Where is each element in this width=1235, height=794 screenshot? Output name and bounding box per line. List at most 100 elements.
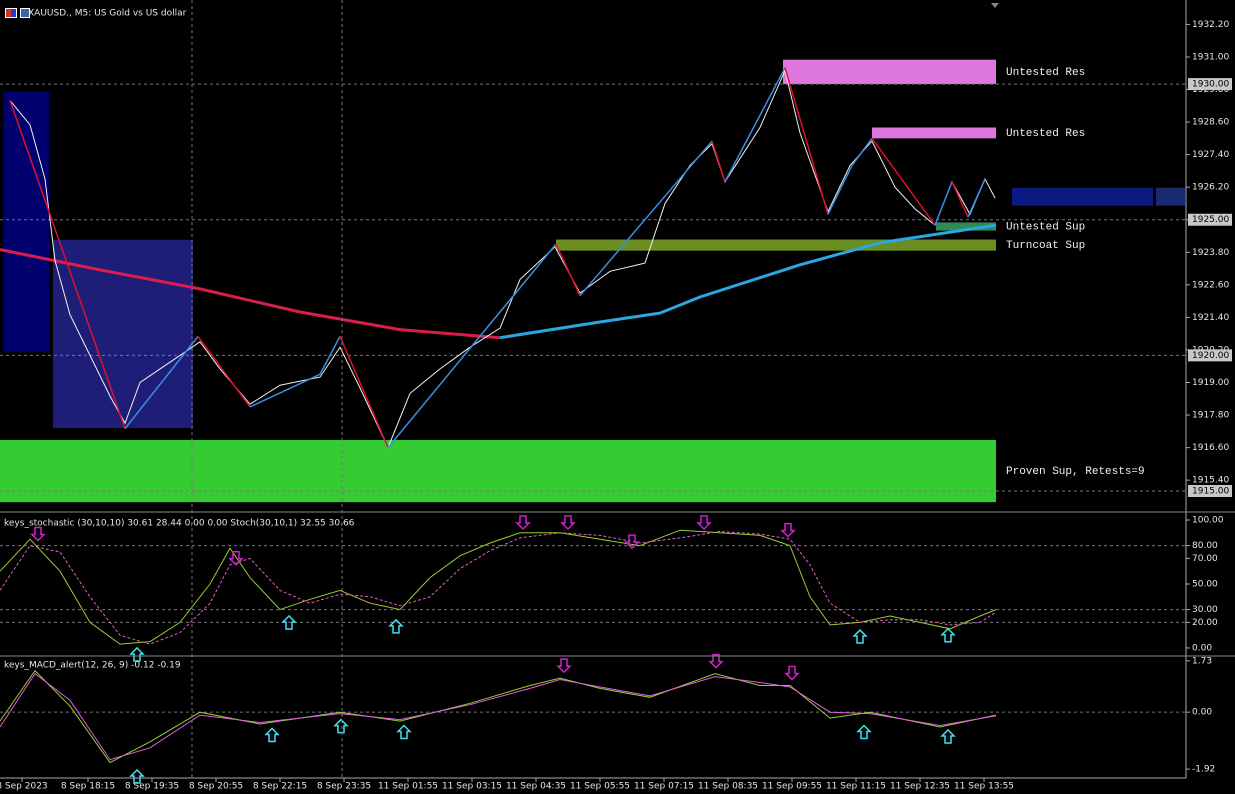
x-tick-label: 8 Sep 20:55 — [189, 782, 243, 792]
y-tick-label: 20.00 — [1192, 618, 1218, 628]
buy-arrow — [129, 768, 145, 784]
zigzag-segment — [851, 137, 873, 166]
buy-arrow — [856, 724, 872, 740]
y-tick-label: 1922.60 — [1192, 280, 1229, 290]
zone-label: Untested Res — [1006, 128, 1085, 140]
sell-arrow — [780, 522, 796, 538]
y-tick-label: 70.00 — [1192, 554, 1218, 564]
zigzag-segment — [784, 67, 829, 215]
zone-label: Untested Sup — [1006, 221, 1085, 233]
buy-arrow — [396, 724, 412, 740]
level-label: 1920.00 — [1192, 351, 1229, 361]
x-tick-label: 11 Sep 12:35 — [890, 782, 950, 792]
sell-arrow — [784, 665, 800, 681]
y-tick-label: 1916.60 — [1192, 443, 1229, 453]
zone-label: Untested Res — [1006, 67, 1085, 79]
y-tick-label: 50.00 — [1192, 579, 1218, 589]
zone — [3, 91, 49, 352]
zone — [872, 127, 996, 139]
zone — [0, 440, 996, 503]
zone — [556, 239, 996, 251]
zigzag-segment — [124, 335, 199, 430]
x-tick-label: 11 Sep 08:35 — [698, 782, 758, 792]
sell-arrow — [708, 653, 724, 669]
panel-title: keys_MACD_alert(12, 26, 9) -0.12 -0.19 — [4, 661, 181, 671]
zigzag-segment — [871, 137, 936, 226]
y-tick-label: 0.00 — [1192, 643, 1212, 653]
zigzag-segment — [951, 181, 969, 218]
y-tick-label: 1932.20 — [1192, 20, 1229, 30]
buy-arrow — [264, 727, 280, 743]
x-tick-label: 8 Sep 2023 — [0, 782, 48, 792]
y-tick-label: -1.92 — [1192, 765, 1215, 775]
indicator-line — [0, 530, 997, 645]
zone — [1012, 187, 1153, 206]
panel-title: XAUUSD., M5: US Gold vs US dollar — [28, 9, 187, 19]
zigzag-segment — [9, 100, 126, 429]
y-tick-label: 80.00 — [1192, 541, 1218, 551]
y-tick-label: 1915.40 — [1192, 476, 1229, 486]
x-tick-label: 8 Sep 22:15 — [253, 782, 307, 792]
sell-arrow — [515, 515, 531, 531]
x-tick-label: 8 Sep 18:15 — [61, 782, 115, 792]
sell-arrow — [624, 534, 640, 550]
y-tick-label: 1.73 — [1192, 656, 1212, 666]
y-tick-label: 1923.80 — [1192, 248, 1229, 258]
level-label: 1930.00 — [1192, 80, 1229, 90]
x-tick-label: 11 Sep 09:55 — [762, 782, 822, 792]
buy-arrow — [852, 628, 868, 644]
x-tick-label: 11 Sep 05:55 — [570, 782, 630, 792]
sell-arrow — [560, 515, 576, 531]
plot-layer: Proven Sup, Retests=9 Untested Res Unteste… — [0, 9, 1232, 792]
zigzag-segment — [387, 243, 557, 449]
level-label: 1915.00 — [1192, 487, 1229, 497]
sell-arrow — [696, 515, 712, 531]
y-tick-label: 1919.00 — [1192, 378, 1229, 388]
zigzag-segment — [967, 178, 986, 218]
symbol-icon — [5, 8, 30, 18]
x-tick-label: 11 Sep 01:55 — [378, 782, 438, 792]
zigzag-segment — [249, 373, 321, 408]
x-tick-label: 11 Sep 11:15 — [826, 782, 886, 792]
level-label-box — [1188, 349, 1232, 362]
zone — [783, 59, 996, 85]
y-tick-label: 1928.60 — [1192, 118, 1229, 128]
y-tick-label: 100.00 — [1192, 516, 1224, 526]
y-tick-label: 1927.40 — [1192, 150, 1229, 160]
zigzag-segment — [579, 140, 713, 297]
zigzag-segment — [827, 165, 853, 215]
buy-arrow — [388, 618, 404, 634]
sell-arrow — [30, 526, 46, 542]
zigzag-segment — [934, 181, 953, 226]
x-tick-label: 11 Sep 04:35 — [506, 782, 566, 792]
zigzag-segment — [339, 336, 389, 448]
x-tick-label: 11 Sep 03:15 — [442, 782, 502, 792]
level-label-box — [1188, 213, 1232, 226]
x-tick-label: 8 Sep 23:35 — [317, 782, 371, 792]
zigzag-segment — [711, 140, 726, 182]
indicator-line — [499, 223, 997, 340]
zone-label: Turncoat Sup — [1006, 240, 1085, 252]
sell-arrow — [556, 658, 572, 674]
y-tick-label: 0.00 — [1192, 708, 1212, 718]
zone — [1156, 187, 1185, 206]
zone-label: Proven Sup, Retests=9 — [1006, 466, 1145, 478]
zone — [936, 222, 996, 231]
zigzag-segment — [724, 67, 786, 183]
y-tick-label: 1917.80 — [1192, 411, 1229, 421]
zigzag-segment — [197, 335, 251, 408]
buy-arrow — [940, 728, 956, 744]
sell-arrow — [228, 551, 244, 566]
x-tick-label: 11 Sep 07:15 — [634, 782, 694, 792]
buy-arrow — [129, 646, 145, 662]
shift-marker — [991, 3, 999, 8]
zigzag-segment — [555, 243, 581, 297]
y-tick-label: 30.00 — [1192, 605, 1218, 615]
zigzag-segment — [319, 336, 341, 375]
y-tick-label: 1931.00 — [1192, 52, 1229, 62]
panel-title: keys_stochastic (30,10,10) 30.61 28.44 0… — [4, 519, 355, 529]
indicator-line — [0, 529, 997, 645]
buy-arrow — [940, 627, 956, 643]
